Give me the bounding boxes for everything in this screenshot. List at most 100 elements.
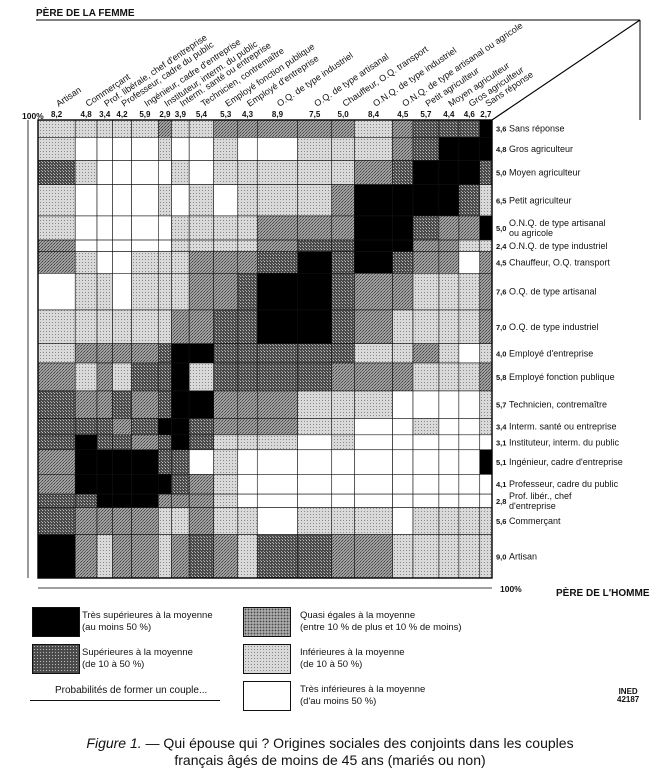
heatmap-cell <box>213 493 239 508</box>
heatmap-cell <box>354 251 393 274</box>
heatmap-cell <box>112 137 132 161</box>
heatmap-cell <box>458 434 481 451</box>
heatmap-cell <box>131 362 159 392</box>
heatmap-cell <box>171 493 190 508</box>
heatmap-cell <box>354 474 393 495</box>
heatmap-cell <box>213 309 239 344</box>
heatmap-cell <box>237 390 258 419</box>
heatmap-cell <box>297 449 333 475</box>
column-percent: 5,0 <box>338 110 350 119</box>
heatmap-cell <box>354 507 393 535</box>
heatmap-cell <box>412 449 440 475</box>
heatmap-cell <box>37 184 76 217</box>
heatmap-cell <box>331 507 355 535</box>
heatmap-cell <box>479 251 493 274</box>
heatmap-cell <box>112 160 132 185</box>
heatmap-cell <box>171 474 190 495</box>
heatmap-cell <box>74 534 98 579</box>
heatmap-cell <box>354 215 393 241</box>
heatmap-cell <box>188 474 214 495</box>
heatmap-cell <box>112 474 132 495</box>
heatmap-cell <box>96 119 113 138</box>
ined-mark: INED 42187 <box>617 687 640 704</box>
heatmap-cell <box>354 493 393 508</box>
heatmap-cell <box>458 273 481 311</box>
heatmap-cell <box>412 184 440 217</box>
legend-label-average: Quasi égales à la moyenne (entre 10 % de… <box>300 610 462 633</box>
caption-line-1: — Qui épouse qui ? Origines sociales des… <box>145 735 574 751</box>
heatmap-cell <box>331 119 355 138</box>
heatmap-cell <box>331 251 355 274</box>
heatmap-cell <box>392 184 414 217</box>
row-label: Artisan <box>509 551 537 561</box>
heatmap-cell <box>171 362 190 392</box>
row-percent: 2,8 <box>496 497 506 506</box>
heatmap-cell <box>412 251 440 274</box>
heatmap-cell <box>479 160 493 185</box>
heatmap-cell <box>112 239 132 252</box>
heatmap-cell <box>479 273 493 311</box>
heatmap-cell <box>392 474 414 495</box>
heatmap-cell <box>458 362 481 392</box>
heatmap-cell <box>188 449 214 475</box>
heatmap-cell <box>412 160 440 185</box>
heatmap-cell <box>112 119 132 138</box>
heatmap-cell <box>354 362 393 392</box>
heatmap-cell <box>112 362 132 392</box>
heatmap-cell <box>412 343 440 364</box>
heatmap-cell <box>131 309 159 344</box>
heatmap-cell <box>37 418 76 436</box>
heatmap-cell <box>392 251 414 274</box>
heatmap-cell <box>392 449 414 475</box>
heatmap-cell <box>297 493 333 508</box>
heatmap-cell <box>237 449 258 475</box>
heatmap-cell <box>213 507 239 535</box>
heatmap-cell <box>354 119 393 138</box>
heatmap-cell <box>438 343 460 364</box>
heatmap-cell <box>37 239 76 252</box>
column-percent: 2,9 <box>159 110 171 119</box>
heatmap-cell <box>74 390 98 419</box>
heatmap-cell <box>438 309 460 344</box>
heatmap-cell <box>96 507 113 535</box>
heatmap-cell <box>237 184 258 217</box>
row-label: Commerçant <box>509 516 561 526</box>
heatmap-cell <box>256 362 298 392</box>
heatmap-cell <box>354 449 393 475</box>
heatmap-cell <box>171 251 190 274</box>
heatmap-cell <box>237 434 258 451</box>
heatmap-cell <box>256 160 298 185</box>
heatmap-cell <box>237 251 258 274</box>
legend-label-low: Inférieures à la moyenne (de 10 à 50 %) <box>300 647 405 670</box>
heatmap-cell <box>158 309 172 344</box>
heatmap-cell <box>392 273 414 311</box>
heatmap-cell <box>297 343 333 364</box>
heatmap-cell <box>96 184 113 217</box>
heatmap-cell <box>331 474 355 495</box>
heatmap-cell <box>74 474 98 495</box>
heatmap-cell <box>458 160 481 185</box>
heatmap-cell <box>297 215 333 241</box>
row-label: Interm. santé ou entreprise <box>509 422 617 432</box>
heatmap-cell <box>392 215 414 241</box>
heatmap-cell <box>131 273 159 311</box>
row-label: Chauffeur, O.Q. transport <box>509 257 610 267</box>
heatmap-cell <box>458 251 481 274</box>
heatmap-cell <box>256 390 298 419</box>
row-percent: 3,1 <box>496 438 506 447</box>
heatmap-cell <box>74 449 98 475</box>
heatmap-cell <box>331 434 355 451</box>
heatmap-cell <box>354 137 393 161</box>
heatmap-cell <box>354 343 393 364</box>
heatmap-cell <box>74 137 98 161</box>
row-percent: 6,5 <box>496 196 506 205</box>
heatmap-cell <box>458 343 481 364</box>
heatmap-cell <box>96 418 113 436</box>
heatmap-cell <box>213 449 239 475</box>
heatmap-cell <box>331 215 355 241</box>
heatmap-cell <box>171 434 190 451</box>
heatmap-cell <box>188 137 214 161</box>
heatmap-cell <box>158 390 172 419</box>
heatmap-cell <box>331 493 355 508</box>
